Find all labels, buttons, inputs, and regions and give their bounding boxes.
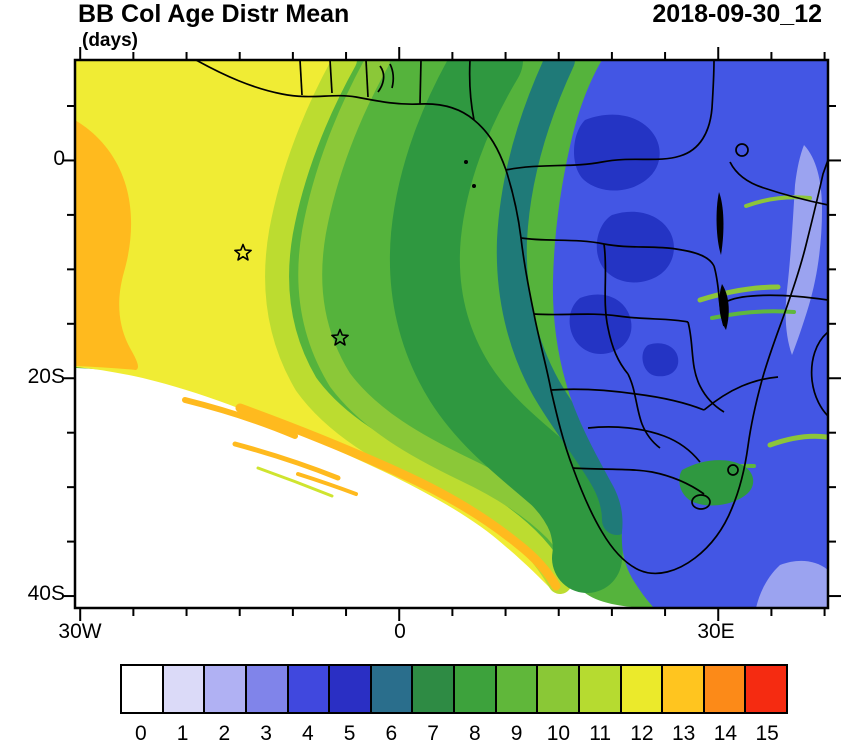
colorbar-cell [161,664,206,714]
star-markers [234,243,349,346]
colorbar-label: 10 [546,722,571,745]
colorbar-cell [702,664,747,714]
island-dot [472,184,476,188]
colorbar-cell [244,664,289,714]
colorbar-cell [577,664,622,714]
colorbar-label: 3 [260,722,272,745]
coastline-and-borders [196,61,827,575]
colorbar-label: 5 [343,722,356,745]
lat-tick-label-0: 0 [53,147,65,170]
colorbar-cell [619,664,664,714]
lon-tick-label-0: 0 [394,620,406,643]
lon-tick-label-30w: 30W [58,620,102,643]
plot-timestamp: 2018-09-30_12 [652,0,822,28]
colorbar-label: 9 [510,722,523,745]
lake-tanganyika [716,192,724,255]
lakes-and-islands [464,160,729,330]
contour-orange-strip [76,120,138,370]
contour-yellow [76,61,560,592]
colorbar-label: 2 [218,722,231,745]
lat-tick-label-40s: 40S [27,582,65,605]
colorbar-label: 7 [427,722,439,745]
map-layers [76,61,827,607]
lat-tick-label-20s: 20S [27,365,65,388]
contour-white-green-streak [256,466,334,498]
colorbar-label: 11 [589,722,612,745]
colorbar-cell [494,664,539,714]
island-dot [464,160,468,164]
star-marker [234,243,252,261]
lake-victoria [735,143,749,157]
colorbar-label: 8 [469,722,481,745]
colorbar-cell [369,664,414,714]
colorbar-label: 13 [671,722,696,745]
plot-title: BB Col Age Distr Mean [78,0,350,28]
madagascar-outline [810,331,827,417]
contour-navy-patches [569,114,679,377]
colorbar-label: 1 [176,722,189,745]
coastline [196,61,827,575]
contour-yellow-green-band [265,61,572,594]
contour-dark-green-band [389,61,623,593]
lon-tick-label-30e: 30E [697,620,735,643]
colorbar-label: 12 [630,722,654,745]
contour-teal-band [496,61,632,535]
colorbar-label: 6 [385,722,398,745]
colorbar-label: 15 [755,722,779,745]
colorbar-cells [120,664,788,714]
lake-malawi [719,284,729,330]
colorbar-label: 0 [135,722,147,745]
colorbar-cell [744,664,788,714]
contour-sa-green-patch [679,460,754,506]
lesotho-border [691,494,711,510]
colorbar-cell [286,664,331,714]
tick-marks [62,47,841,621]
contour-orange-streaks [182,397,358,496]
colorbar-cell [328,664,372,714]
colorbar-cell [203,664,247,714]
colorbar-labels: 0 1 2 3 4 5 6 7 8 9 10 11 12 13 14 15 [120,722,788,746]
colorbar-label: 14 [713,722,738,745]
contour-orange-arm [235,403,561,591]
colorbar-label: 4 [302,722,314,745]
colorbar-cell [453,664,497,714]
plot-units-label: (days) [82,30,138,51]
eswatini-border [727,464,739,476]
map-canvas [62,47,841,621]
colorbar-cell [536,664,580,714]
colorbar-cell [120,664,164,714]
colorbar-cell [411,664,455,714]
colorbar-cell [661,664,705,714]
star-marker [331,328,349,346]
